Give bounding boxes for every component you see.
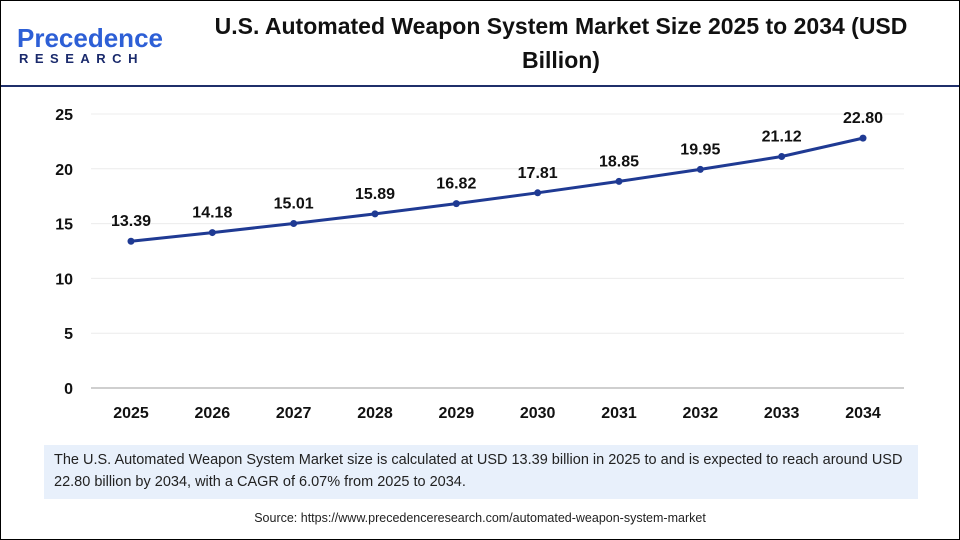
data-point: [534, 189, 542, 197]
data-label: 15.89: [355, 186, 395, 203]
data-point: [696, 165, 704, 173]
x-tick-label: 2034: [845, 405, 881, 422]
data-label: 21.12: [762, 129, 802, 146]
header-divider: [1, 85, 959, 87]
data-label: 17.81: [518, 165, 558, 182]
y-tick-label: 20: [55, 162, 73, 179]
data-point: [127, 237, 135, 245]
data-label: 19.95: [680, 141, 720, 158]
data-point: [615, 177, 623, 185]
x-tick-label: 2031: [601, 405, 637, 422]
data-point: [371, 210, 379, 218]
y-tick-label: 10: [55, 271, 73, 288]
logo-word: recedence: [34, 23, 163, 53]
x-tick-label: 2033: [764, 405, 800, 422]
x-tick-label: 2025: [113, 405, 149, 422]
logo-subtitle: RESEARCH: [19, 51, 144, 66]
y-tick-label: 5: [64, 326, 73, 343]
x-tick-label: 2026: [195, 405, 231, 422]
x-tick-label: 2027: [276, 405, 312, 422]
summary-note: The U.S. Automated Weapon System Market …: [44, 445, 918, 499]
data-point: [290, 219, 298, 227]
data-point: [452, 200, 460, 208]
data-label: 13.39: [111, 213, 151, 230]
source-text: Source: https://www.precedenceresearch.c…: [254, 511, 706, 525]
precedence-research-logo: Precedence RESEARCH: [17, 23, 167, 67]
y-tick-label: 25: [55, 107, 73, 124]
data-point: [859, 134, 867, 142]
chart-title: U.S. Automated Weapon System Market Size…: [214, 13, 908, 73]
data-label: 16.82: [436, 176, 476, 193]
logo-initial: P: [17, 23, 35, 53]
x-tick-label: 2028: [357, 405, 393, 422]
data-label: 14.18: [192, 205, 232, 222]
x-tick-label: 2032: [683, 405, 719, 422]
data-point: [208, 229, 216, 237]
y-tick-label: 0: [64, 381, 73, 398]
data-point: [778, 153, 786, 161]
data-label: 18.85: [599, 153, 639, 170]
data-label: 15.01: [274, 195, 314, 212]
y-tick-label: 15: [55, 217, 73, 234]
x-tick-label: 2030: [520, 405, 556, 422]
series-line: [130, 136, 864, 243]
data-label: 22.80: [843, 110, 883, 127]
x-tick-label: 2029: [439, 405, 475, 422]
